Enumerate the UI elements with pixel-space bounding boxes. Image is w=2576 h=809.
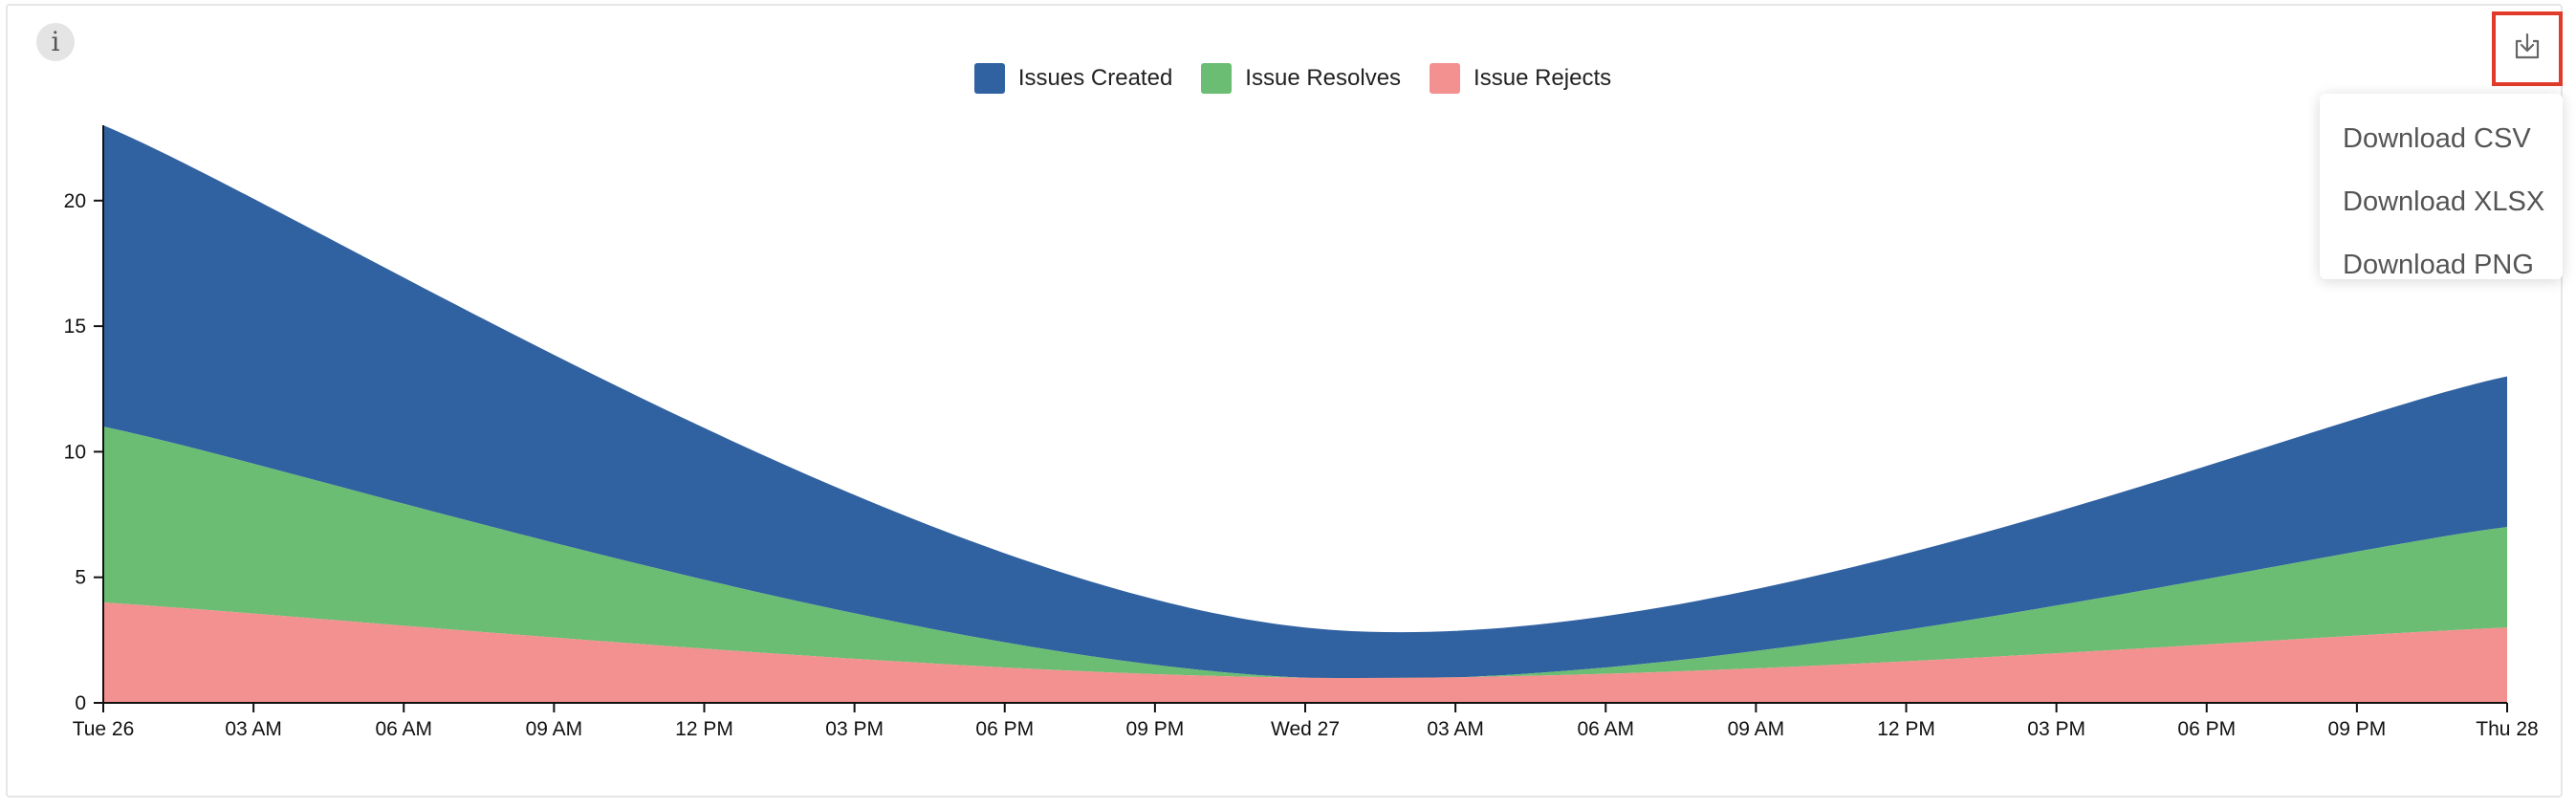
download-button[interactable]	[2492, 11, 2563, 86]
x-tick-label: 03 PM	[2027, 718, 2085, 740]
download-menu: Download CSV Download XLSX Download PNG	[2320, 94, 2563, 280]
legend-label-issue-resolves: Issue Resolves	[1245, 65, 1402, 91]
x-tick-label: 03 AM	[1427, 718, 1484, 740]
y-tick-label: 15	[64, 316, 86, 338]
menu-item-download-png[interactable]: Download PNG	[2343, 250, 2534, 280]
legend-label-issues-created: Issues Created	[1017, 65, 1173, 91]
x-tick-label: Thu 28	[2476, 718, 2538, 740]
x-tick-label: Tue 26	[73, 718, 135, 740]
chart-legend: Issues Created Issue Resolves Issue Reje…	[0, 59, 2576, 98]
x-tick-label: 06 PM	[975, 718, 1034, 740]
x-tick-label: Wed 27	[1271, 718, 1340, 740]
chart-axes: 0 5 10 15 20 Tue 26 03 AM 06 AM 09 AM 12 PM 03 PM 0…	[64, 125, 2539, 740]
x-tick-label: 06 PM	[2177, 718, 2236, 740]
y-tick-label: 5	[75, 567, 86, 589]
legend-item-issues-created[interactable]: Issues Created	[965, 63, 1172, 94]
x-tick-label: 09 AM	[526, 718, 583, 740]
info-icon[interactable]: i	[36, 23, 75, 61]
legend-swatch-issue-rejects	[1430, 63, 1461, 94]
y-tick-label: 20	[64, 190, 86, 212]
legend-item-issue-resolves[interactable]: Issue Resolves	[1191, 63, 1401, 94]
legend-item-issue-rejects[interactable]: Issue Rejects	[1420, 63, 1611, 94]
x-tick-label: 09 PM	[1126, 718, 1185, 740]
legend-swatch-issue-resolves	[1201, 63, 1233, 94]
legend-swatch-issues-created	[973, 63, 1005, 94]
area-issues-created[interactable]	[103, 125, 2507, 680]
y-tick-label: 0	[75, 692, 86, 714]
area-layers	[103, 125, 2507, 703]
x-tick-label: 06 AM	[1577, 718, 1634, 740]
x-tick-label: 03 PM	[825, 718, 884, 740]
x-tick-label: 12 PM	[1877, 718, 1935, 740]
x-tick-label: 09 PM	[2328, 718, 2387, 740]
x-tick-label: 09 AM	[1728, 718, 1785, 740]
x-tick-label: 12 PM	[675, 718, 733, 740]
y-tick-label: 10	[64, 441, 86, 463]
legend-label-issue-rejects: Issue Rejects	[1474, 65, 1612, 91]
area-issue-resolves[interactable]	[103, 426, 2507, 680]
menu-item-download-csv[interactable]: Download CSV	[2343, 123, 2531, 154]
area-issue-rejects[interactable]	[103, 601, 2507, 703]
x-tick-label: 06 AM	[375, 718, 432, 740]
x-tick-label: 03 AM	[225, 718, 282, 740]
menu-item-download-xlsx[interactable]: Download XLSX	[2343, 186, 2545, 217]
download-icon	[2515, 33, 2540, 59]
